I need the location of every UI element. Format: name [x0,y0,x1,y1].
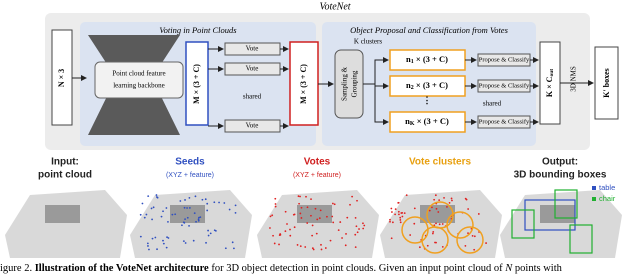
stage-title: Output: [542,157,578,168]
figure-title: VoteNet [319,1,350,12]
point-cloud [130,190,252,258]
cluster-dims: nK × (3 + C) [405,116,449,127]
stage-title: Seeds [175,157,205,168]
final-box [594,46,619,120]
vote-dims: M × (3 + C) [299,64,308,104]
ellipsis: ⋮ [423,95,432,105]
stage-subtitle: point cloud [38,170,92,181]
stage-title: Input: [51,157,79,168]
backbone-label: Point cloud feature [112,70,165,78]
seed-box [185,41,209,126]
panel-title: Voting in Point Clouds [159,25,237,35]
arrow [363,83,389,125]
stage-subtitle: (XYZ + feature) [293,172,341,179]
shared-label: shared [243,93,262,101]
cluster-rows: n1 × (3 + C) Propose & Classify n2 × (3 + … [363,49,539,133]
backbone-box [94,61,184,99]
final-label: K' boxes [602,68,611,98]
classify-label: Propose & Classify [479,118,530,125]
point-cloud [5,190,127,258]
legend-label: table [599,183,615,192]
point-cloud [500,189,622,258]
stage-title: Vote clusters [409,157,471,168]
k-clusters: K clusters [354,38,382,46]
stage-title: Votes [304,157,331,168]
sampling-label: Grouping [351,70,359,97]
vote-label: Vote [246,122,259,130]
stage-subtitle: 3D bounding boxes [514,170,607,181]
classify-label: Propose & Classify [479,56,530,63]
vote-label: Vote [246,65,259,73]
input-dims: N × 3 [57,69,66,87]
seed-dims: M × (3 + C) [192,64,201,104]
vote-box [289,41,319,126]
classify-label: Propose & Classify [479,82,530,89]
legend-label: chair [599,194,616,203]
stage-subtitle: (XYZ + feature) [166,172,214,179]
caption: igure 2. Illustration of the VoteNet arc… [0,263,563,274]
output-dims: K × Cout [545,69,555,97]
sampling-box [334,49,364,119]
panel-title: Object Proposal and Classification from … [350,25,508,35]
shared-label: shared [483,100,502,108]
legend-swatch [592,197,596,201]
sampling-label: Sampling & [341,66,349,101]
vote-label: Vote [246,45,259,53]
backbone-label: learning backbone [113,82,165,90]
cluster-dims: n2 × (3 + C) [406,80,448,91]
nms-label: 3D NMS [570,66,578,92]
point-cloud [380,190,502,258]
cluster-dims: n1 × (3 + C) [406,54,448,65]
diagram: VoteNet Voting in Point Clouds Object Pr… [45,1,619,150]
stages: Input: point cloud Seeds (XYZ + feature) Vot… [5,157,622,258]
vote-modules: Vote Vote Vote [208,42,289,133]
point-cloud [257,190,379,258]
legend-swatch [592,186,596,190]
